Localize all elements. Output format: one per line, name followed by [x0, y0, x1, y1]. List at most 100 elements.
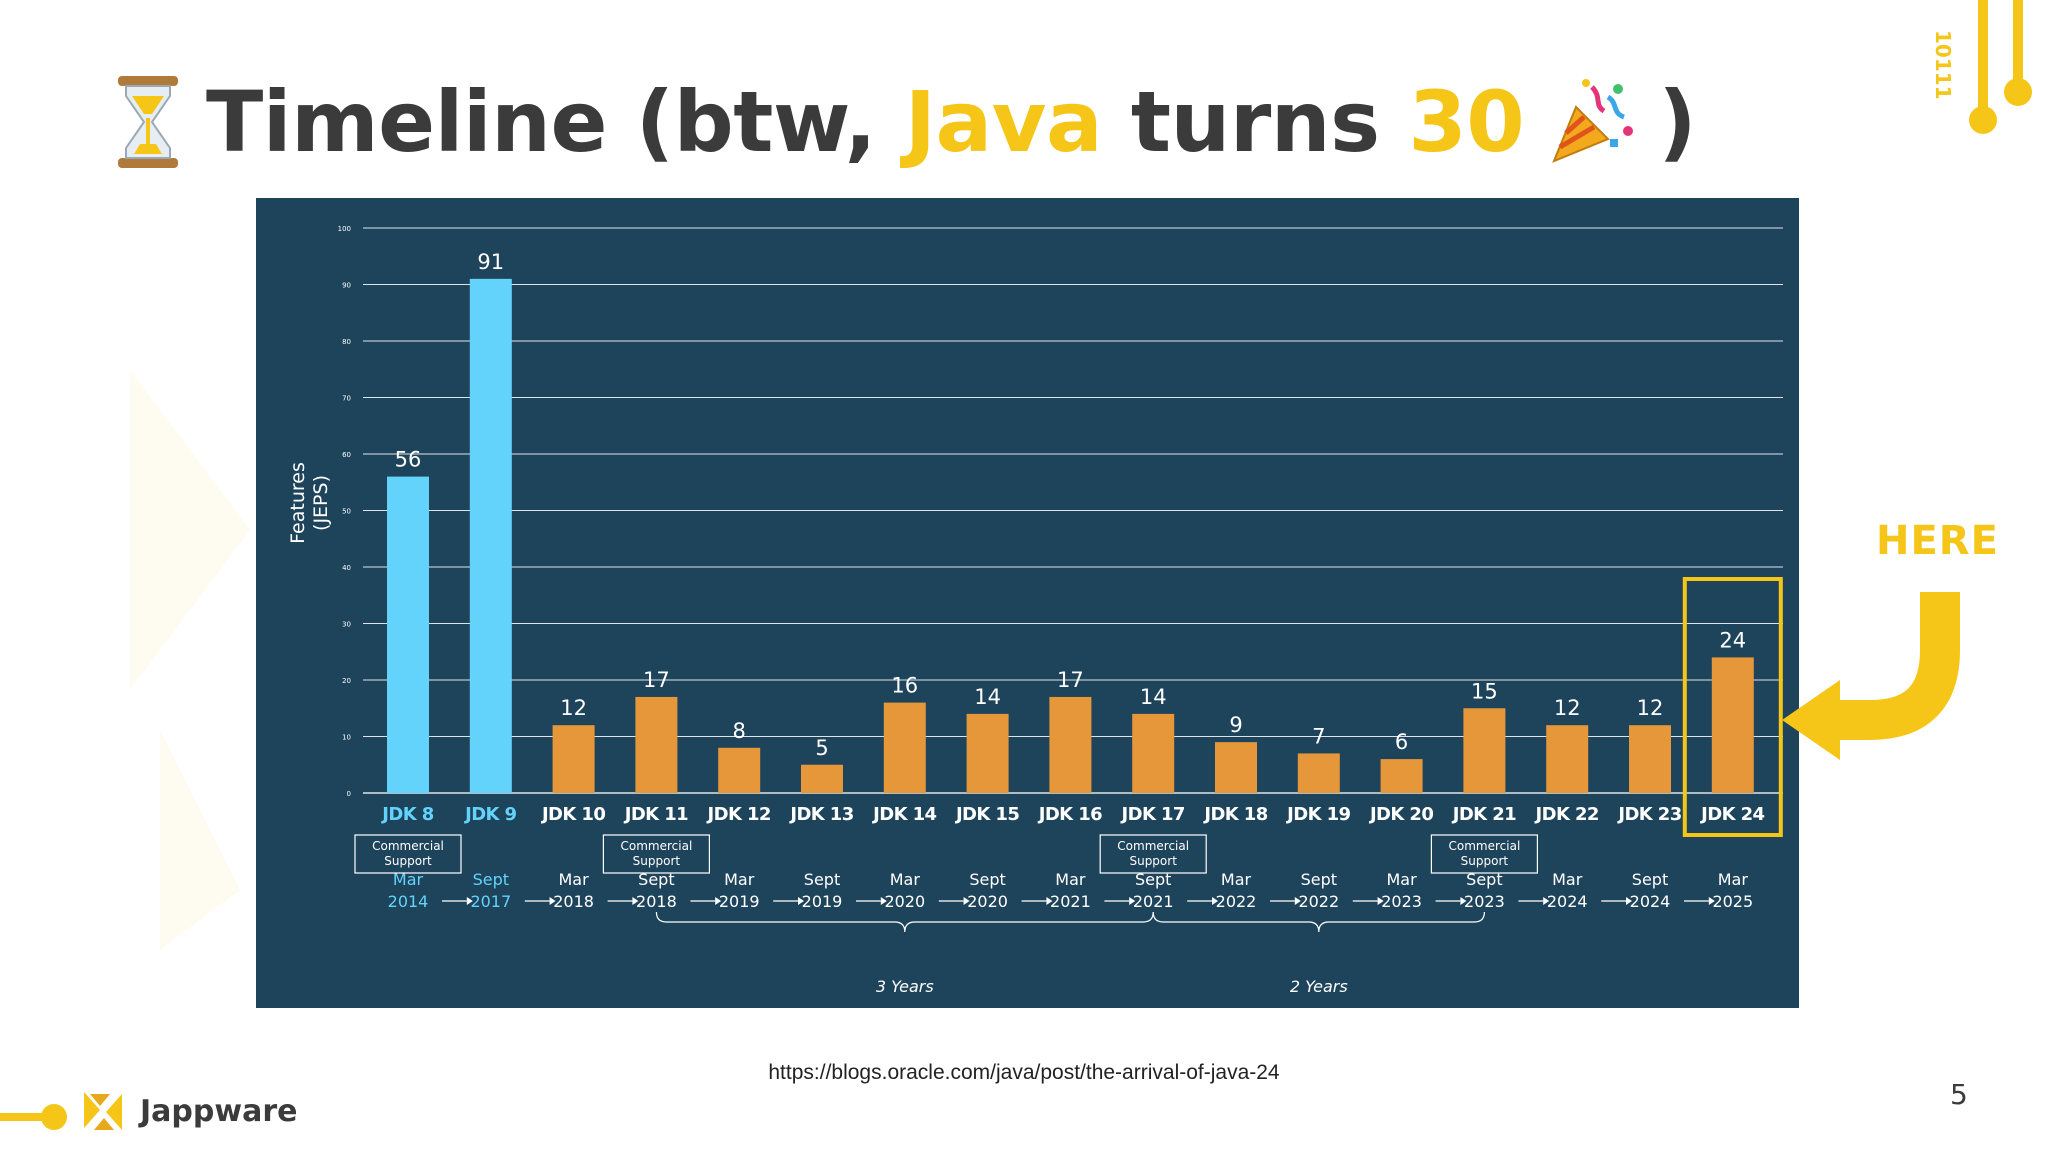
cadence-label: 3 Years — [876, 977, 934, 996]
cadence-brace — [1152, 911, 1485, 933]
data-label: 91 — [477, 250, 504, 274]
binary-deco-text: 10111 — [1931, 30, 1955, 100]
title-30: 30 — [1408, 73, 1525, 171]
title-mid: turns — [1102, 73, 1409, 171]
release-month: Sept — [804, 870, 840, 889]
bar-jdk-11 — [635, 696, 678, 793]
y-tick-label: 100 — [338, 225, 351, 233]
y-tick-label: 90 — [342, 282, 351, 290]
release-month: Mar — [1552, 870, 1583, 889]
timeline-arrowhead — [880, 897, 887, 905]
title-text: Timeline (btw, Java turns 30 — [206, 73, 1525, 171]
commercial-support-box — [354, 834, 462, 874]
timeline-arrowhead — [1460, 897, 1467, 905]
release-year: 2025 — [1712, 892, 1753, 911]
data-label: 6 — [1395, 730, 1408, 754]
release-year: 2021 — [1133, 892, 1174, 911]
data-label: 17 — [643, 668, 670, 692]
release-year: 2023 — [1381, 892, 1422, 911]
timeline-arrowhead — [798, 897, 804, 905]
release-month: Mar — [559, 870, 590, 889]
x-tick-label: JDK 19 — [1285, 804, 1350, 825]
bar-jdk-20 — [1380, 759, 1423, 793]
hourglass-icon — [118, 76, 178, 168]
timeline-arrowhead — [1626, 897, 1632, 905]
cadence-label: 2 Years — [1290, 977, 1348, 996]
data-label: 8 — [733, 719, 746, 743]
bar-jdk-16 — [1049, 696, 1092, 793]
bar-jdk-23 — [1629, 725, 1671, 793]
bar-jdk-8 — [387, 476, 429, 793]
x-tick-label: JDK 11 — [623, 804, 688, 825]
bar-jdk-14 — [883, 702, 926, 793]
release-month: Mar — [1387, 870, 1418, 889]
y-tick-label: 40 — [342, 564, 351, 572]
x-tick-label: JDK 9 — [463, 804, 516, 825]
commercial-support-label: Commercial Support — [372, 839, 444, 868]
timeline-arrowhead — [1129, 897, 1136, 905]
x-tick-label: JDK 21 — [1451, 804, 1516, 825]
x-tick-label: JDK 13 — [788, 804, 853, 825]
data-label: 12 — [1637, 696, 1664, 720]
release-month: Mar — [1718, 870, 1749, 889]
release-month: Mar — [393, 870, 424, 889]
release-year: 2018 — [553, 892, 594, 911]
release-month: Sept — [638, 870, 674, 889]
jappware-logo-icon — [84, 1092, 122, 1130]
timeline-arrowhead — [963, 897, 970, 905]
release-year: 2020 — [884, 892, 925, 911]
bar-jdk-15 — [966, 713, 1009, 793]
bar-jdk-9 — [469, 278, 512, 794]
data-label: 24 — [1719, 628, 1746, 652]
data-label: 56 — [395, 448, 422, 472]
data-label: 17 — [1057, 668, 1084, 692]
bar-jdk-22 — [1546, 725, 1589, 793]
release-year: 2022 — [1216, 892, 1257, 911]
x-tick-label: JDK 15 — [954, 804, 1019, 825]
release-year: 2022 — [1298, 892, 1339, 911]
data-label: 15 — [1471, 679, 1498, 703]
brand-name: Jappware — [140, 1093, 298, 1129]
x-tick-label: JDK 20 — [1368, 804, 1433, 825]
data-label: 12 — [1554, 696, 1581, 720]
x-tick-label: JDK 17 — [1120, 804, 1185, 825]
timeline-arrowhead — [1543, 897, 1550, 905]
release-year: 2018 — [636, 892, 677, 911]
release-month: Mar — [1221, 870, 1252, 889]
timeline-arrowhead — [715, 897, 722, 905]
release-year: 2014 — [388, 892, 429, 911]
x-tick-label: JDK 10 — [540, 804, 605, 825]
release-year: 2020 — [967, 892, 1008, 911]
x-tick-label: JDK 14 — [871, 804, 936, 825]
timeline-arrowhead — [1377, 897, 1384, 905]
y-tick-label: 80 — [342, 338, 351, 346]
y-tick-label: 0 — [347, 790, 351, 798]
bar-jdk-21 — [1463, 708, 1506, 793]
cadence-brace — [655, 911, 1154, 933]
y-tick-label: 60 — [342, 451, 351, 459]
release-month: Mar — [1055, 870, 1086, 889]
circuit-decoration — [1969, 0, 2032, 134]
slide-title: Timeline (btw, Java turns 30 ) — [112, 62, 1697, 182]
timeline-arrowhead — [549, 897, 556, 905]
page-number: 5 — [1950, 1078, 1968, 1111]
release-month: Mar — [724, 870, 755, 889]
release-month: Sept — [473, 870, 509, 889]
commercial-support-box — [1430, 834, 1539, 874]
release-year: 2017 — [470, 892, 511, 911]
brand: Jappware — [80, 1088, 297, 1134]
y-tick-label: 20 — [342, 677, 351, 685]
title-prefix: Timeline (btw, — [206, 73, 905, 171]
timeline-arrowhead — [1212, 897, 1218, 905]
x-tick-label: JDK 16 — [1037, 804, 1102, 825]
chart-svg: 0102030405060708090100Features(JEPS)56JD… — [287, 225, 1783, 996]
here-label: HERE — [1876, 518, 1999, 564]
source-link[interactable]: https://blogs.oracle.com/java/post/the-a… — [768, 1061, 1280, 1084]
release-month: Sept — [1632, 870, 1668, 889]
bar-jdk-24 — [1711, 657, 1754, 793]
bar-jdk-18 — [1215, 742, 1257, 793]
data-label: 5 — [815, 736, 828, 760]
y-axis-label: Features(JEPS) — [287, 462, 332, 544]
bar-jdk-10 — [552, 725, 595, 793]
x-tick-label: JDK 22 — [1534, 804, 1599, 825]
